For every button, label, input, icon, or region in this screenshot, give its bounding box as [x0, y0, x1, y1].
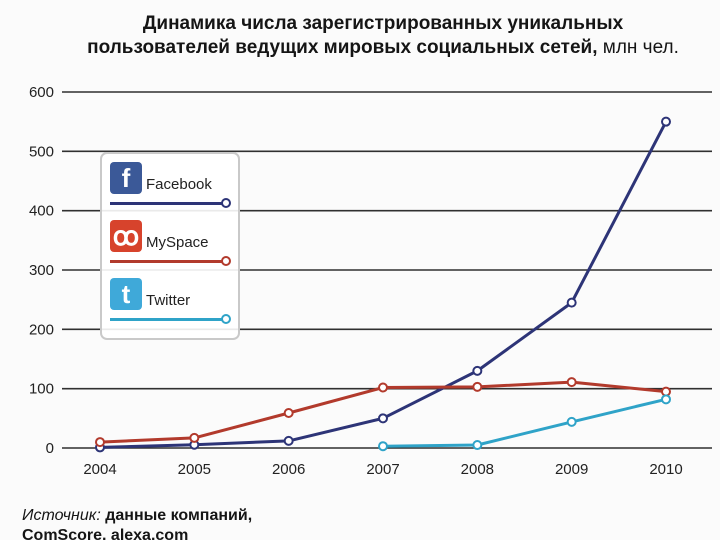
data-point-twitter [566, 416, 577, 427]
chart-title: Динамика числа зарегистрированных уникал… [58, 12, 708, 60]
myspace-icon: ꝏ [110, 220, 142, 252]
x-tick-label: 2010 [649, 461, 682, 478]
data-point-facebook [472, 365, 483, 376]
y-tick-label: 600 [29, 84, 54, 101]
facebook-icon: f [110, 162, 142, 194]
x-tick-label: 2005 [178, 461, 211, 478]
line-chart: 0 100 200 300 400 500 600 2004 2005 2006 2007 2008 2… [29, 84, 712, 478]
x-tick-label: 2007 [366, 461, 399, 478]
y-tick-label: 400 [29, 203, 54, 220]
data-point-myspace [283, 407, 294, 418]
data-point-twitter [472, 440, 483, 451]
chart-source: Источник: данные компаний, ComScore, ale… [22, 506, 252, 540]
data-point-myspace [95, 437, 105, 448]
data-point-twitter [378, 441, 388, 452]
source-text: данные компаний, [105, 507, 253, 524]
legend-item-twitter: t Twitter [108, 278, 234, 332]
legend-dot-myspace [221, 256, 231, 266]
legend-label-twitter: Twitter [146, 292, 191, 309]
legend-item-facebook: f Facebook [108, 162, 234, 216]
data-point-myspace [378, 382, 388, 393]
legend-dot-twitter [221, 314, 231, 324]
chart-title-line-2: пользователей ведущих мировых социальных… [58, 36, 708, 60]
chart-unit: млн чел. [602, 37, 679, 58]
data-point-facebook [283, 435, 294, 446]
chart-legend: f Facebook ꝏ MySpace t Twitter [100, 152, 240, 340]
x-tick-label: 2009 [555, 461, 588, 478]
x-tick-label: 2004 [83, 461, 116, 478]
legend-item-myspace: ꝏ MySpace [108, 220, 234, 274]
data-point-myspace [566, 377, 577, 388]
legend-dot-facebook [221, 198, 231, 208]
x-tick-label: 2008 [461, 461, 494, 478]
legend-line-twitter [110, 318, 224, 321]
chart-title-line-1: Динамика числа зарегистрированных уникал… [142, 13, 624, 34]
series-line-twitter [382, 397, 667, 448]
data-point-myspace [472, 381, 483, 392]
legend-label-facebook: Facebook [146, 176, 212, 193]
data-point-twitter [661, 394, 671, 405]
twitter-icon: t [110, 278, 142, 310]
source-line-1: Источник: данные компаний, [22, 506, 252, 526]
data-point-myspace [189, 432, 200, 443]
y-tick-label: 100 [29, 381, 54, 398]
source-text-2: ComScore, alexa.com [22, 527, 189, 540]
legend-line-myspace [110, 260, 224, 263]
y-tick-label: 0 [46, 440, 54, 457]
legend-line-facebook [110, 202, 224, 205]
chart-title-line-2-text: пользователей ведущих мировых социальных… [87, 37, 598, 58]
legend-label-myspace: MySpace [146, 234, 209, 251]
data-point-facebook [661, 116, 671, 127]
data-point-facebook [378, 413, 388, 424]
y-tick-label: 500 [29, 143, 54, 160]
y-tick-label: 200 [29, 321, 54, 338]
data-point-facebook [566, 297, 577, 308]
source-label: Источник: [22, 507, 101, 524]
y-tick-label: 300 [29, 262, 54, 279]
x-tick-label: 2006 [272, 461, 305, 478]
